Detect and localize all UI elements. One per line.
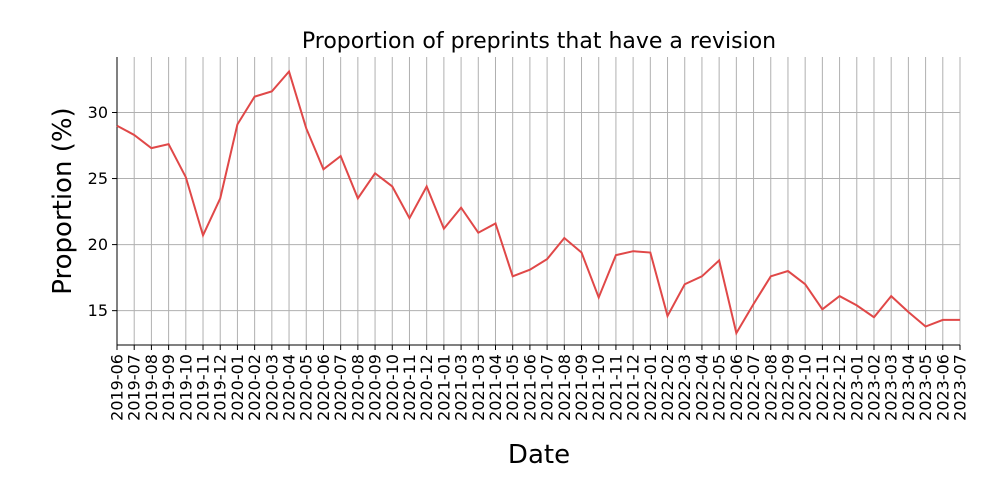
x-tick-label: 2019-09 <box>159 354 178 421</box>
x-tick-label: 2021-11 <box>606 354 625 421</box>
y-tick-label: 20 <box>88 235 108 254</box>
x-tick-label: 2020-10 <box>383 354 402 421</box>
y-axis-ticks: 15 20 25 30 <box>88 103 117 320</box>
x-tick-label: 2021-03 <box>452 354 471 421</box>
x-tick-label: 2021-07 <box>538 354 557 421</box>
x-tick-label: 2022-03 <box>675 354 694 421</box>
x-tick-label: 2023-06 <box>933 354 952 421</box>
y-axis-label: Proportion (%) <box>48 107 78 294</box>
x-tick-label: 2019-11 <box>194 354 213 421</box>
chart-title: Proportion of preprints that have a revi… <box>302 29 776 54</box>
x-tick-label: 2022-12 <box>830 354 849 421</box>
x-tick-label: 2021-03 <box>469 354 488 421</box>
x-tick-label: 2021-08 <box>555 354 574 421</box>
y-tick-label: 30 <box>88 103 108 122</box>
x-tick-label: 2021-05 <box>503 354 522 421</box>
x-tick-label: 2020-11 <box>400 354 419 421</box>
x-tick-label: 2023-04 <box>899 354 918 421</box>
x-tick-label: 2019-08 <box>142 354 161 421</box>
x-tick-label: 2022-06 <box>727 354 746 421</box>
x-tick-label: 2021-06 <box>520 354 539 421</box>
axes <box>116 57 960 346</box>
x-tick-label: 2020-08 <box>348 354 367 421</box>
x-tick-label: 2020-06 <box>314 354 333 421</box>
grid <box>116 57 961 345</box>
x-tick-label: 2022-02 <box>658 354 677 421</box>
x-tick-label: 2023-01 <box>847 354 866 421</box>
x-tick-label: 2021-09 <box>572 354 591 421</box>
x-axis-ticks: 2019-062019-072019-082019-092019-102019-… <box>108 345 970 421</box>
x-tick-label: 2022-08 <box>761 354 780 421</box>
x-tick-label: 2020-01 <box>228 354 247 421</box>
x-tick-label: 2020-09 <box>366 354 385 421</box>
x-tick-label: 2020-12 <box>417 354 436 421</box>
x-tick-label: 2023-02 <box>864 354 883 421</box>
x-tick-label: 2020-05 <box>297 354 316 421</box>
x-tick-label: 2019-06 <box>108 354 127 421</box>
x-tick-label: 2022-09 <box>778 354 797 421</box>
x-tick-label: 2021-01 <box>434 354 453 421</box>
y-tick-label: 15 <box>88 301 108 320</box>
x-tick-label: 2020-02 <box>245 354 264 421</box>
x-tick-label: 2022-07 <box>744 354 763 421</box>
x-tick-label: 2022-10 <box>796 354 815 421</box>
y-tick-label: 25 <box>88 169 108 188</box>
x-tick-label: 2023-05 <box>916 354 935 421</box>
x-axis-label: Date <box>508 440 570 470</box>
x-tick-label: 2022-01 <box>641 354 660 421</box>
x-tick-label: 2023-03 <box>882 354 901 421</box>
x-tick-label: 2019-10 <box>176 354 195 421</box>
x-tick-label: 2019-07 <box>125 354 144 421</box>
x-tick-label: 2020-03 <box>262 354 281 421</box>
x-tick-label: 2023-07 <box>951 354 970 421</box>
x-tick-label: 2021-12 <box>624 354 643 421</box>
x-tick-label: 2019-12 <box>211 354 230 421</box>
x-tick-label: 2022-11 <box>813 354 832 421</box>
x-tick-label: 2022-05 <box>710 354 729 421</box>
x-tick-label: 2021-04 <box>486 354 505 421</box>
x-tick-label: 2022-04 <box>692 354 711 421</box>
series-line-0 <box>116 69 960 336</box>
x-tick-label: 2020-04 <box>280 354 299 421</box>
x-tick-label: 2020-07 <box>331 354 350 421</box>
x-tick-label: 2021-10 <box>589 354 608 421</box>
series <box>116 69 960 336</box>
